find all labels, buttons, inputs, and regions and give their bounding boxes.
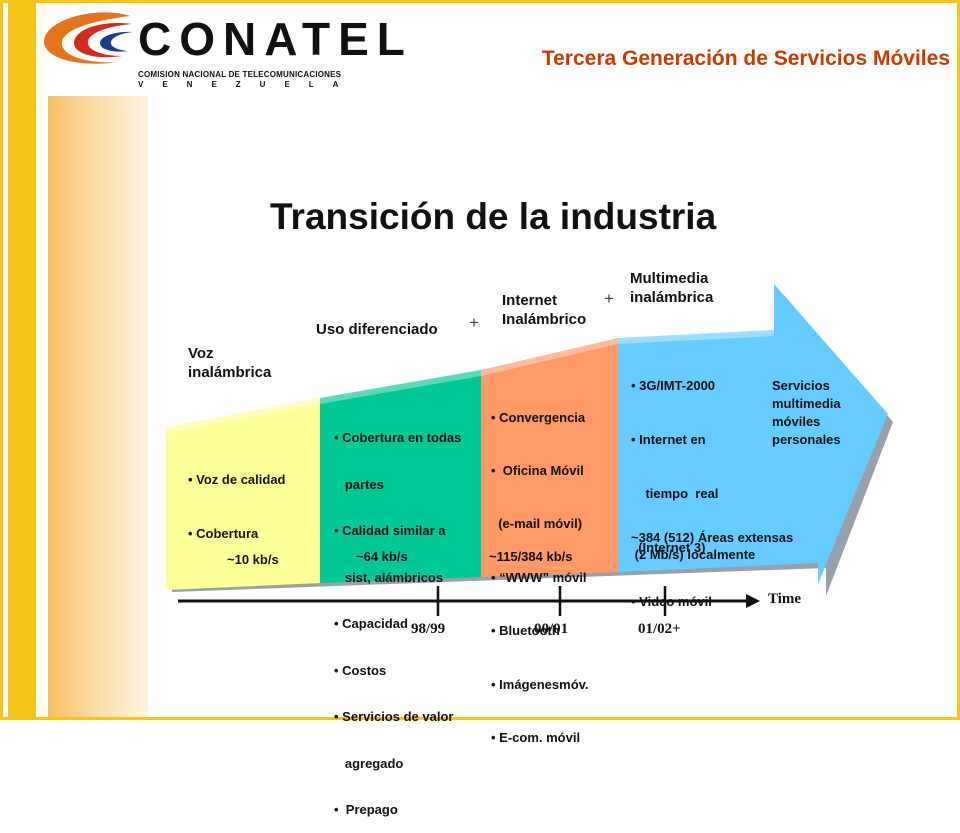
logo-subtitle: COMISION NACIONAL DE TELECOMUNICACIONES [138, 70, 342, 79]
transition-arrow-diagram [166, 284, 893, 616]
rate-voz: ~10 kb/s [227, 552, 279, 567]
list-item: (Internet 3) [631, 540, 706, 555]
stage-bullets-voz: • Voz de calidad • Cobertura [188, 435, 286, 561]
stage-segment-multimedia [618, 284, 888, 584]
plus-sign: + [469, 313, 479, 332]
list-item: (e-mail móvil) [491, 516, 583, 532]
slide-title: Tercera Generación de Servicios Móviles [541, 47, 950, 70]
conatel-logo-icon [43, 12, 133, 64]
list-item: agregado [334, 755, 404, 771]
plus-sign: + [604, 289, 614, 308]
stage-segment-voz [166, 398, 320, 590]
stage-label-internet: Internet Inalámbrico [502, 292, 587, 328]
list-item: • Convergencia [491, 409, 586, 425]
timeline-tick-label: 98/99 [411, 621, 446, 637]
diagram-title: Transición de la industria [270, 196, 717, 237]
list-item: • Cobertura en todas [334, 430, 462, 445]
stage-bullets-multimedia: • 3G/IMT-2000 • Internet en tiempo real … [631, 341, 718, 629]
list-item: • Costos [334, 662, 387, 678]
list-item: • Bluetooth [491, 623, 560, 639]
left-gradient-panel [48, 96, 148, 717]
stage-bullets-internet: • Convergencia • Oficina Móvil (e-mail m… [491, 373, 589, 765]
timeline-axis-label: Time [768, 591, 802, 607]
list-item: • Calidad similar a [334, 523, 446, 538]
list-item: • “WWW” móvil [491, 569, 587, 585]
stage-label-uso: Uso diferenciado [316, 321, 438, 338]
rate-multimedia: ~384 (512) Áreas extensas (2 Mb/s) local… [631, 530, 794, 562]
list-item: • Video móvil [631, 594, 712, 609]
timeline-arrowhead [746, 594, 760, 608]
left-accent-bar [8, 0, 36, 720]
list-item: • E-com. móvil [491, 729, 581, 745]
list-item: • Voz de calidad [188, 472, 286, 487]
multimedia-side-text: Servicios multimedia móviles personales [772, 378, 841, 447]
logo-wordmark: CONATEL [138, 13, 413, 65]
timeline-tick-label: 01/02+ [638, 621, 681, 637]
list-item: • 3G/IMT-2000 [631, 378, 716, 393]
list-item: • Capacidad [334, 616, 408, 631]
top-border [36, 0, 956, 3]
list-item: • Internet en [631, 432, 706, 447]
timeline-tick-label: 00/01 [534, 621, 569, 637]
stage-segment-uso [320, 370, 481, 583]
stage-segment-internet [481, 338, 618, 577]
list-item: • Cobertura [188, 526, 259, 541]
rate-uso: ~64 kb/s [356, 549, 408, 564]
list-item: partes [334, 476, 384, 492]
list-item: • Oficina Móvil [491, 462, 584, 478]
list-item: • Servicios de valor [334, 709, 454, 724]
list-item: • Prepago [334, 802, 398, 817]
list-item: sist, alámbricos [334, 569, 444, 585]
logo-country: VENEZUELA [138, 80, 358, 89]
list-item: tiempo real [631, 486, 719, 501]
rate-internet: ~115/384 kb/s [489, 549, 573, 564]
stage-label-multimedia: Multimedia inalámbrica [630, 270, 714, 306]
stage-label-voz: Voz inalámbrica [188, 345, 272, 381]
list-item: • Imágenesmóv. [491, 676, 589, 692]
stage-bullets-uso: • Cobertura en todas partes • Calidad si… [334, 399, 461, 833]
